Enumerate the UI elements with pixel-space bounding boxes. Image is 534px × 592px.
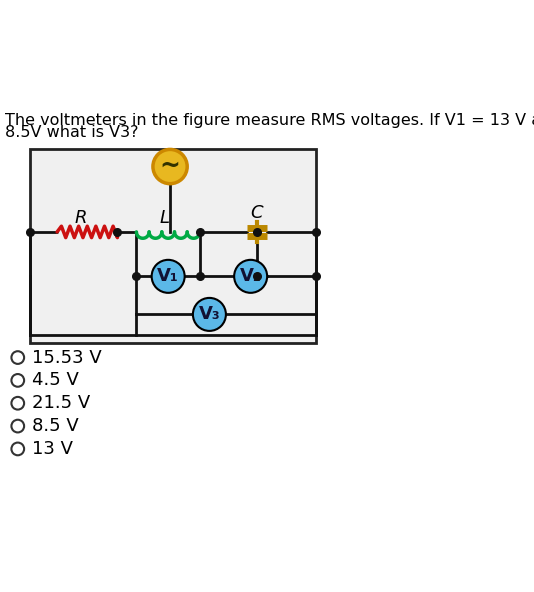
- Text: R: R: [75, 209, 87, 227]
- Text: L: L: [160, 209, 170, 227]
- Text: V₃: V₃: [199, 305, 220, 323]
- Text: ~: ~: [160, 153, 180, 177]
- Circle shape: [11, 351, 24, 364]
- Text: 8.5 V: 8.5 V: [32, 417, 78, 435]
- Bar: [30, 149, 316, 343]
- Text: V₁: V₁: [158, 268, 179, 285]
- Circle shape: [11, 374, 24, 387]
- Circle shape: [234, 260, 267, 293]
- Circle shape: [152, 260, 185, 293]
- Text: 21.5 V: 21.5 V: [32, 394, 90, 412]
- Text: C: C: [250, 204, 263, 222]
- Text: 15.53 V: 15.53 V: [32, 349, 101, 366]
- Circle shape: [153, 149, 187, 184]
- Text: 8.5V what is V3?: 8.5V what is V3?: [5, 125, 139, 140]
- Text: The voltmeters in the figure measure RMS voltages. If V1 = 13 V and V2 =: The voltmeters in the figure measure RMS…: [5, 113, 534, 128]
- Text: 4.5 V: 4.5 V: [32, 371, 78, 390]
- Circle shape: [11, 420, 24, 432]
- Circle shape: [11, 443, 24, 455]
- Circle shape: [11, 397, 24, 410]
- Text: V₂: V₂: [240, 268, 262, 285]
- Text: 13 V: 13 V: [32, 440, 73, 458]
- Circle shape: [193, 298, 226, 331]
